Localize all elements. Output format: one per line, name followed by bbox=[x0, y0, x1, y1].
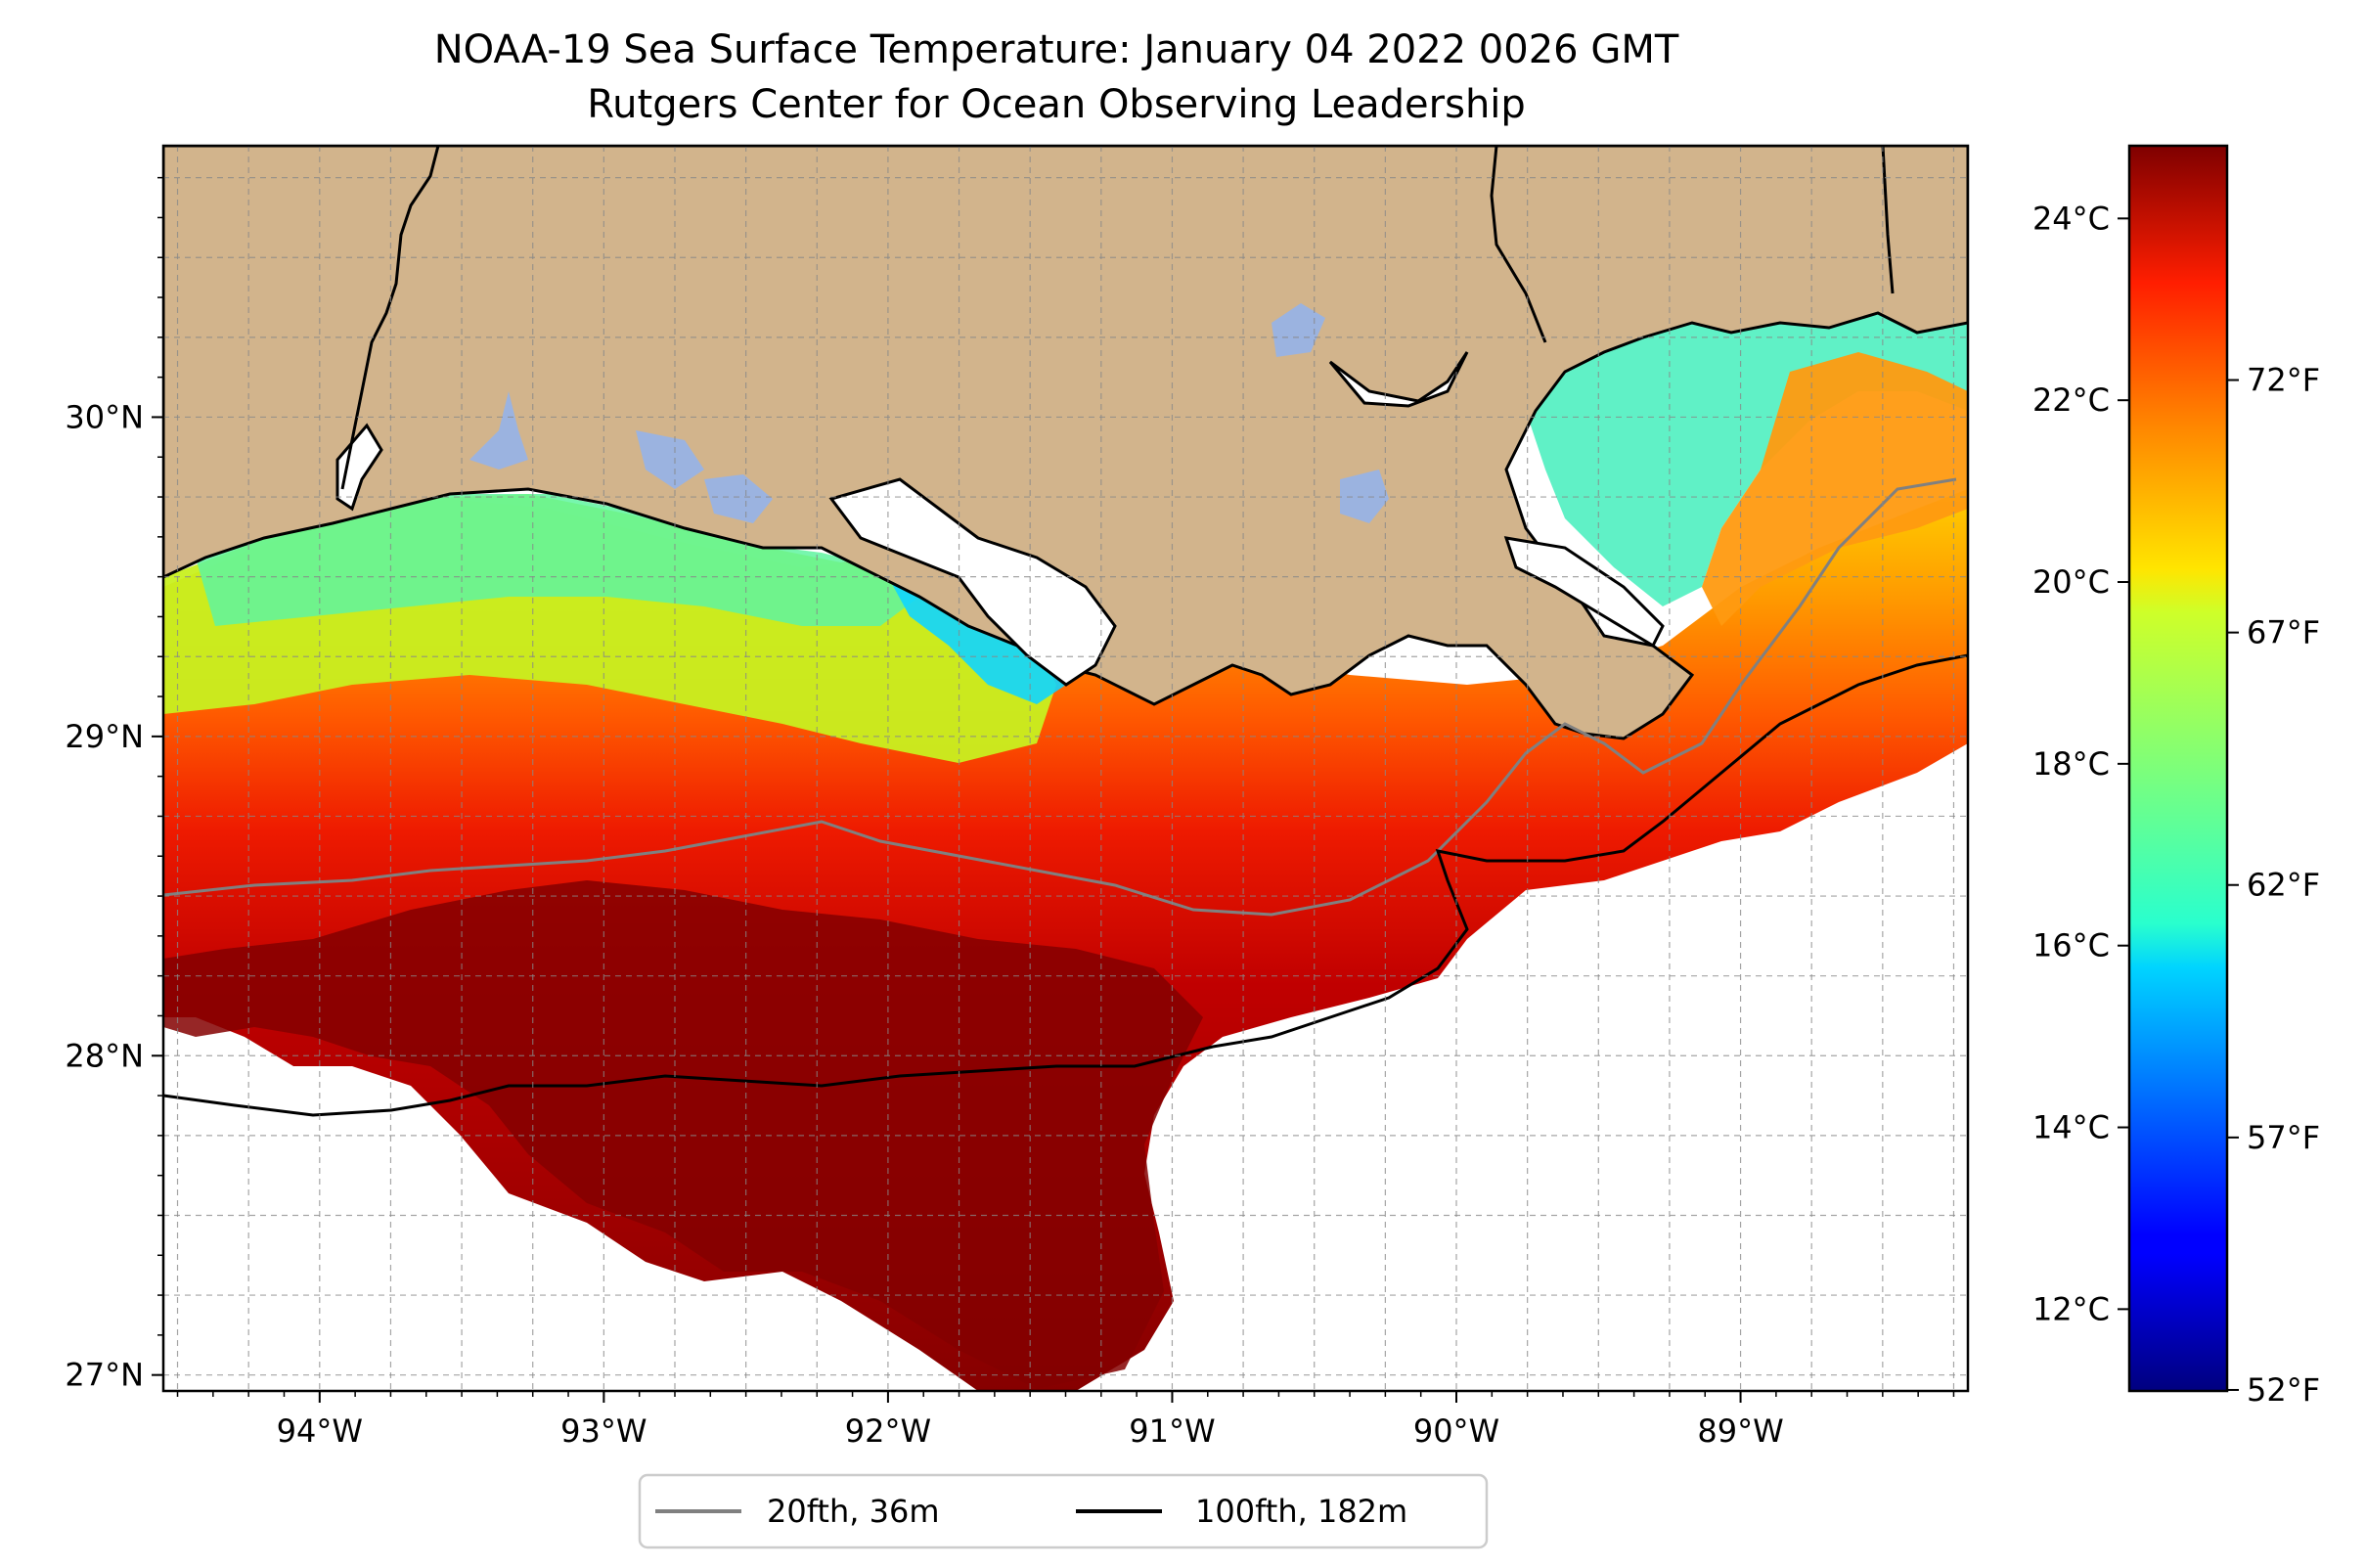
legend-label-20fth: 20fth, 36m bbox=[767, 1493, 939, 1530]
state-boundary-ms-al bbox=[1881, 146, 1895, 294]
lat-tick-label: 30°N bbox=[65, 398, 144, 435]
colorbar-celsius-label: 22°C bbox=[2032, 381, 2110, 419]
land-mass bbox=[163, 146, 1968, 740]
lon-tick-label: 93°W bbox=[560, 1412, 647, 1450]
lon-tick-label: 94°W bbox=[277, 1412, 363, 1450]
lon-tick-label: 92°W bbox=[845, 1412, 931, 1450]
latitude-axis: 27°N 28°N 29°N 30°N bbox=[65, 176, 163, 1394]
bay-white-4 bbox=[1503, 536, 1665, 649]
lat-tick-label: 29°N bbox=[65, 718, 144, 755]
lon-tick-label: 90°W bbox=[1413, 1412, 1499, 1450]
map-panel bbox=[163, 146, 1968, 1391]
lake-blue-5 bbox=[1340, 470, 1389, 523]
bay-white-1 bbox=[335, 423, 383, 512]
legend-label-100fth: 100fth, 182m bbox=[1195, 1493, 1407, 1530]
map-title: NOAA-19 Sea Surface Temperature: January… bbox=[434, 27, 1679, 72]
colorbar-celsius-label: 16°C bbox=[2032, 927, 2110, 964]
lon-tick-label: 89°W bbox=[1697, 1412, 1783, 1450]
lake-blue-1 bbox=[469, 391, 528, 470]
isobath-20fth bbox=[163, 477, 1957, 917]
colorbar-celsius-label: 24°C bbox=[2032, 200, 2110, 237]
map-gridlines bbox=[163, 146, 1968, 1391]
sst-field-hot bbox=[163, 880, 1203, 1389]
colorbar-fahrenheit-label: 57°F bbox=[2247, 1119, 2320, 1156]
colorbar-fahrenheit-label: 52°F bbox=[2247, 1371, 2320, 1409]
colorbar-celsius-label: 18°C bbox=[2032, 745, 2110, 783]
lat-tick-label: 27°N bbox=[65, 1357, 144, 1394]
sst-field-delta-warm bbox=[1702, 352, 1968, 626]
map-subtitle: Rutgers Center for Ocean Observing Leade… bbox=[587, 82, 1526, 127]
legend: 20fth, 36m 100fth, 182m bbox=[638, 1473, 1489, 1549]
colorbar-celsius-label: 14°C bbox=[2032, 1109, 2110, 1146]
bay-white-2 bbox=[828, 477, 1117, 687]
longitude-axis: 94°W 93°W 92°W 91°W 90°W 89°W bbox=[176, 1391, 1955, 1450]
isobath-100fth bbox=[163, 653, 1968, 1117]
colorbar-fahrenheit-label: 67°F bbox=[2247, 614, 2320, 651]
colorbar bbox=[2127, 144, 2229, 1393]
lat-tick-label: 28°N bbox=[65, 1037, 144, 1074]
lon-tick-label: 91°W bbox=[1129, 1412, 1215, 1450]
legend-box bbox=[638, 1473, 1489, 1549]
state-boundary-east bbox=[1490, 146, 1547, 343]
lake-blue-3 bbox=[704, 474, 773, 523]
colorbar-celsius-label: 12°C bbox=[2032, 1290, 2110, 1327]
colorbar-fahrenheit-label: 72°F bbox=[2247, 362, 2320, 399]
colorbar-fahrenheit-label: 62°F bbox=[2247, 867, 2320, 904]
lake-blue-2 bbox=[636, 430, 704, 489]
sst-field-cool-shelf bbox=[196, 494, 919, 626]
colorbar-celsius-label: 20°C bbox=[2032, 563, 2110, 601]
colorbar-celsius-axis: 12°C 14°C 16°C 18°C 20°C 22°C 24°C bbox=[2032, 200, 2129, 1327]
colorbar-fahrenheit-axis: 52°F 57°F 62°F 67°F 72°F bbox=[2227, 362, 2320, 1409]
lake-blue-4 bbox=[1272, 303, 1325, 357]
